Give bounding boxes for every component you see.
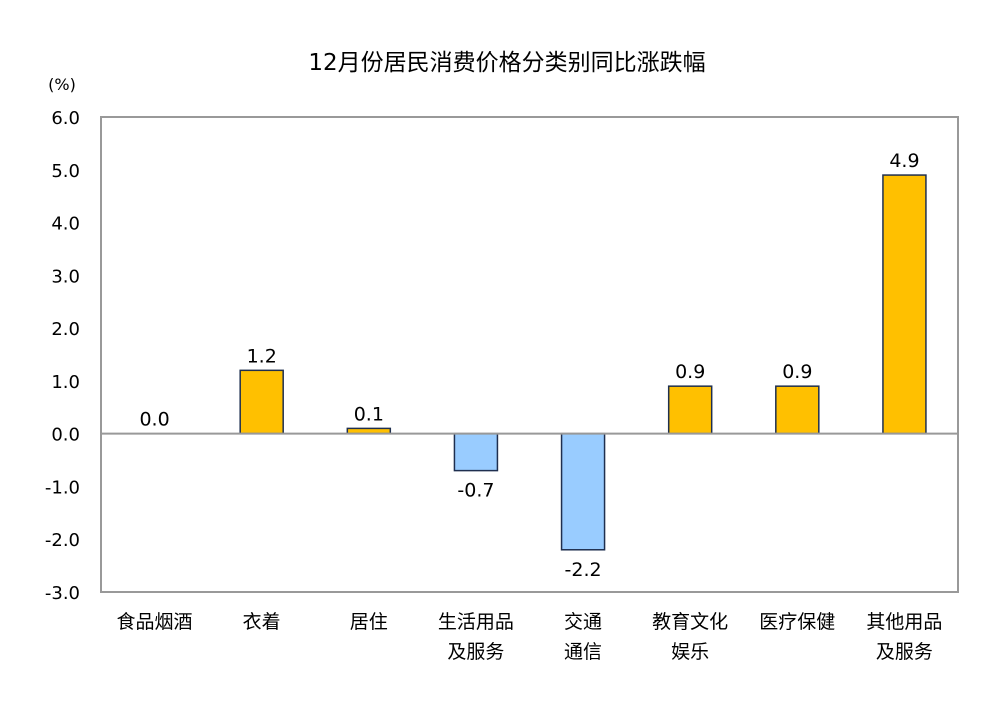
x-category-label: 医疗保健 [759,611,835,633]
x-category-label: 食品烟酒 [117,611,193,633]
y-tick-label: 5.0 [51,161,80,182]
data-label: 4.9 [889,150,919,172]
bar [453,432,499,472]
y-tick-label: 2.0 [51,319,80,340]
y-tick-label: 0.0 [51,425,80,446]
x-category-label: 通信 [564,641,602,663]
y-tick-label: 6.0 [51,108,80,129]
y-axis-unit-label: (%) [48,75,76,94]
data-label: -2.2 [565,559,602,581]
bar [560,432,606,551]
x-category-label: 教育文化 [652,611,728,633]
data-label: 0.1 [354,403,384,425]
y-tick-label: 1.0 [51,372,80,393]
data-label: 0.9 [675,361,705,383]
x-category-label: 及服务 [876,641,933,663]
data-label: 0.0 [139,409,169,431]
bar [239,369,284,435]
y-tick-label: -2.0 [45,530,80,551]
data-label: -0.7 [457,480,494,502]
y-tick-label: 4.0 [51,214,80,235]
bar [775,385,820,435]
x-category-label: 交通 [564,611,602,633]
x-category-label: 衣着 [243,611,281,633]
x-category-label: 娱乐 [671,641,709,663]
chart-title: 12月份居民消费价格分类别同比涨跌幅 [308,50,705,76]
plot-area-frame [100,116,959,593]
bar [667,385,713,435]
y-tick-label: -3.0 [45,583,80,604]
x-category-label: 生活用品 [438,611,514,633]
data-label: 0.9 [782,361,812,383]
bar [882,174,927,435]
data-label: 1.2 [247,345,277,367]
y-tick-label: -1.0 [45,477,80,498]
x-category-label: 居住 [350,611,388,633]
x-category-label: 及服务 [447,641,504,663]
y-tick-label: 3.0 [51,266,80,287]
x-category-label: 其他用品 [866,611,942,633]
